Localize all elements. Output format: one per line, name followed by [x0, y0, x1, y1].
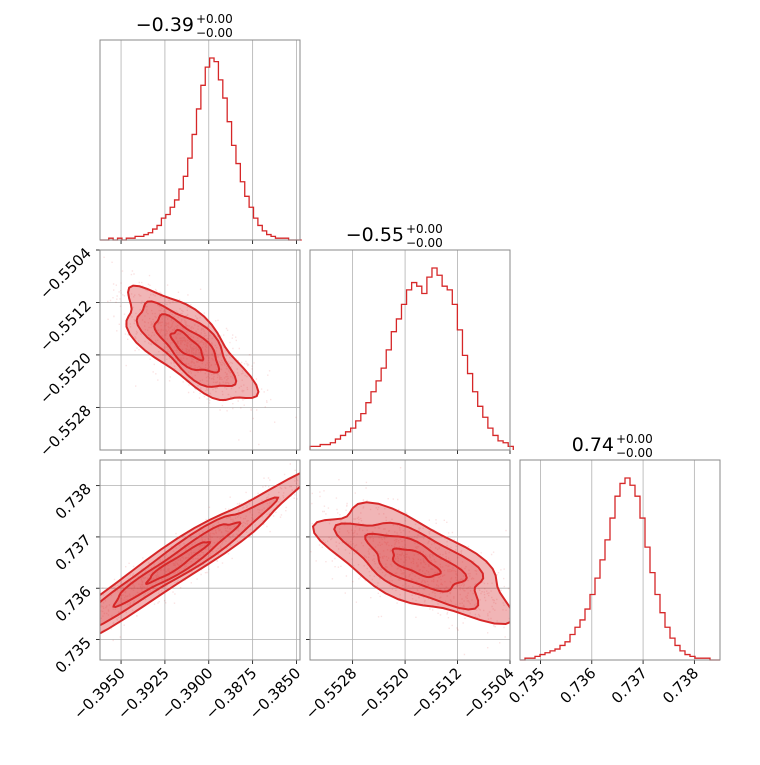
xtick-label-param2-1: −0.5528 — [302, 664, 361, 723]
pair-1-contour-4 — [169, 328, 205, 362]
xtick-label-param2-2: −0.5520 — [354, 664, 413, 723]
ytick-label-param2-2: −0.5520 — [36, 349, 95, 408]
pair-1-contour-1 — [125, 284, 260, 402]
histogram-3-series — [520, 477, 720, 661]
xtick-label-param3-1: 0.735 — [505, 664, 548, 707]
xtick-label-param3-3: 0.737 — [608, 664, 651, 707]
histogram-panel-3: 0.74 +0.00−0.00 — [519, 432, 721, 664]
histogram-panel-2: −0.55 +0.00−0.00 — [309, 222, 514, 454]
pair-2-samples — [100, 463, 300, 642]
pair-2-contour-4 — [145, 541, 212, 586]
histogram-1-title-value: −0.39 — [136, 14, 194, 36]
histogram-2-frame — [309, 249, 511, 451]
histogram-1-title-minus: −0.00 — [196, 26, 233, 40]
histogram-1-frame — [99, 39, 301, 241]
pair-2-frame — [99, 459, 301, 661]
pair-panel-3 — [306, 459, 511, 664]
histogram-2-title-plus: +0.00 — [406, 222, 443, 236]
pair-3-contour-1 — [311, 501, 510, 626]
pair-panel-2 — [96, 459, 301, 664]
pair-panel-1 — [96, 249, 301, 454]
histogram-2-title-minus: −0.00 — [406, 236, 443, 250]
histogram-3-frame — [519, 459, 721, 661]
xtick-label-param3-4: 0.738 — [659, 664, 702, 707]
xtick-label-param2-3: −0.5512 — [407, 664, 466, 723]
xtick-label-param3-2: 0.736 — [557, 664, 600, 707]
histogram-1-series — [100, 57, 302, 241]
ytick-label-param3-4: 0.738 — [52, 480, 95, 523]
pair-3-content — [310, 467, 510, 656]
histogram-1-title-plus: +0.00 — [196, 12, 233, 26]
ytick-label-param3-2: 0.736 — [52, 582, 95, 625]
pair-1-frame — [99, 249, 301, 451]
histogram-3-title-plus: +0.00 — [616, 432, 653, 446]
histogram-3-title-value: 0.74 — [572, 434, 614, 456]
pair-3-frame — [309, 459, 511, 661]
histogram-2-title-value: −0.55 — [346, 224, 404, 246]
histogram-panel-1: −0.39 +0.00−0.00 — [99, 12, 302, 244]
histogram-2-series — [309, 267, 514, 450]
pair-3-contour-4 — [391, 547, 442, 579]
pair-3-contour-3 — [364, 532, 468, 593]
ytick-label-param2-1: −0.5528 — [36, 401, 95, 460]
pair-1-content — [103, 256, 297, 446]
histogram-3-title-minus: −0.00 — [616, 446, 653, 460]
ytick-label-param2-3: −0.5512 — [36, 297, 95, 356]
ytick-label-param3-3: 0.737 — [52, 531, 95, 574]
ytick-label-param2-4: −0.5504 — [36, 244, 95, 303]
pair-2-content — [100, 463, 300, 642]
pair-3-contour-2 — [333, 521, 485, 611]
ytick-label-param3-1: 0.735 — [52, 634, 95, 677]
pair-1-contour-2 — [135, 300, 238, 388]
